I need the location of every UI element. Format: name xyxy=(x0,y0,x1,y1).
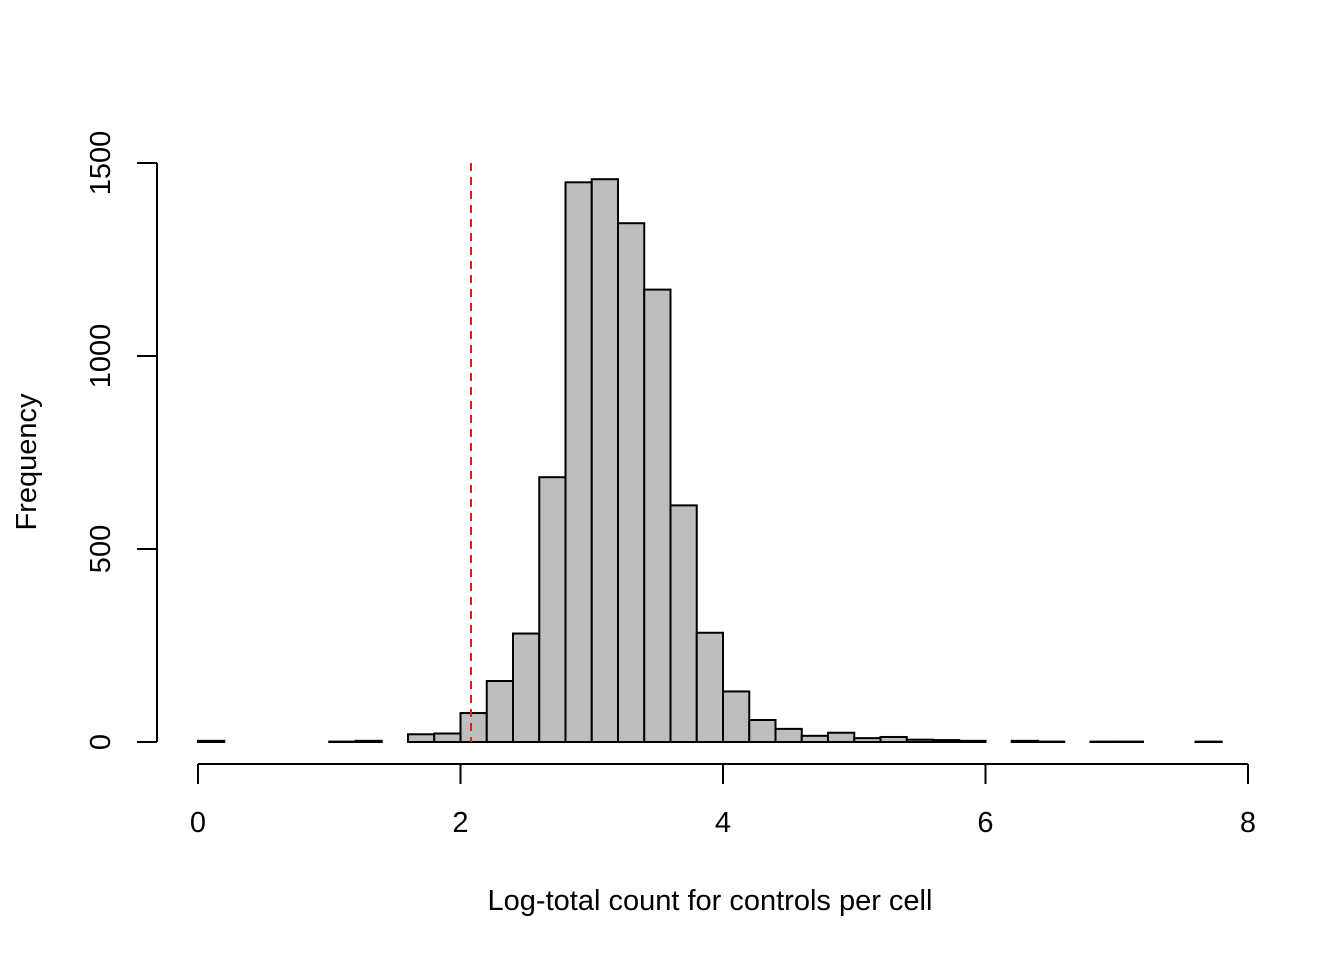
x-axis-title: Log-total count for controls per cell xyxy=(488,885,933,917)
histogram-bar xyxy=(564,181,593,744)
histogram-bar xyxy=(853,737,882,744)
histogram-bar xyxy=(905,738,934,743)
y-tick-label: 500 xyxy=(85,525,117,573)
histogram-bar xyxy=(722,690,751,743)
histogram-bar xyxy=(958,739,987,744)
histogram-bar xyxy=(669,504,698,743)
y-tick-label: 1000 xyxy=(85,324,117,389)
histogram-bar xyxy=(512,632,541,744)
x-tick-label: 6 xyxy=(977,807,993,839)
y-axis: 0 500 1000 1500 xyxy=(85,131,158,750)
histogram-bar xyxy=(485,680,514,744)
x-tick-label: 0 xyxy=(190,807,206,839)
x-tick-label: 4 xyxy=(715,807,731,839)
histogram-bar xyxy=(695,631,724,744)
histogram-bar xyxy=(590,178,619,743)
histogram-bar xyxy=(407,733,436,744)
histogram-bar xyxy=(197,739,226,744)
histogram-bar xyxy=(538,476,567,743)
histogram-bar xyxy=(1010,739,1039,744)
histogram-bar xyxy=(459,712,488,743)
histogram-bar xyxy=(774,727,803,744)
y-tick-label: 1500 xyxy=(85,131,117,196)
histogram-bar xyxy=(748,719,777,743)
y-tick-label: 0 xyxy=(85,734,117,750)
histogram-bar xyxy=(354,739,383,744)
histogram-bars xyxy=(197,178,1223,744)
histogram-bar xyxy=(617,222,646,744)
x-tick-label: 8 xyxy=(1240,807,1256,839)
x-tick-label: 2 xyxy=(452,807,468,839)
histogram-bar xyxy=(932,739,961,744)
histogram-bar xyxy=(879,735,908,743)
x-axis: 0 2 4 6 8 xyxy=(190,763,1256,839)
y-axis-title: Frequency xyxy=(11,393,43,531)
histogram-bar xyxy=(433,732,462,744)
histogram-bar xyxy=(827,731,856,743)
histogram-bar xyxy=(643,288,672,743)
histogram-bar xyxy=(800,734,829,744)
